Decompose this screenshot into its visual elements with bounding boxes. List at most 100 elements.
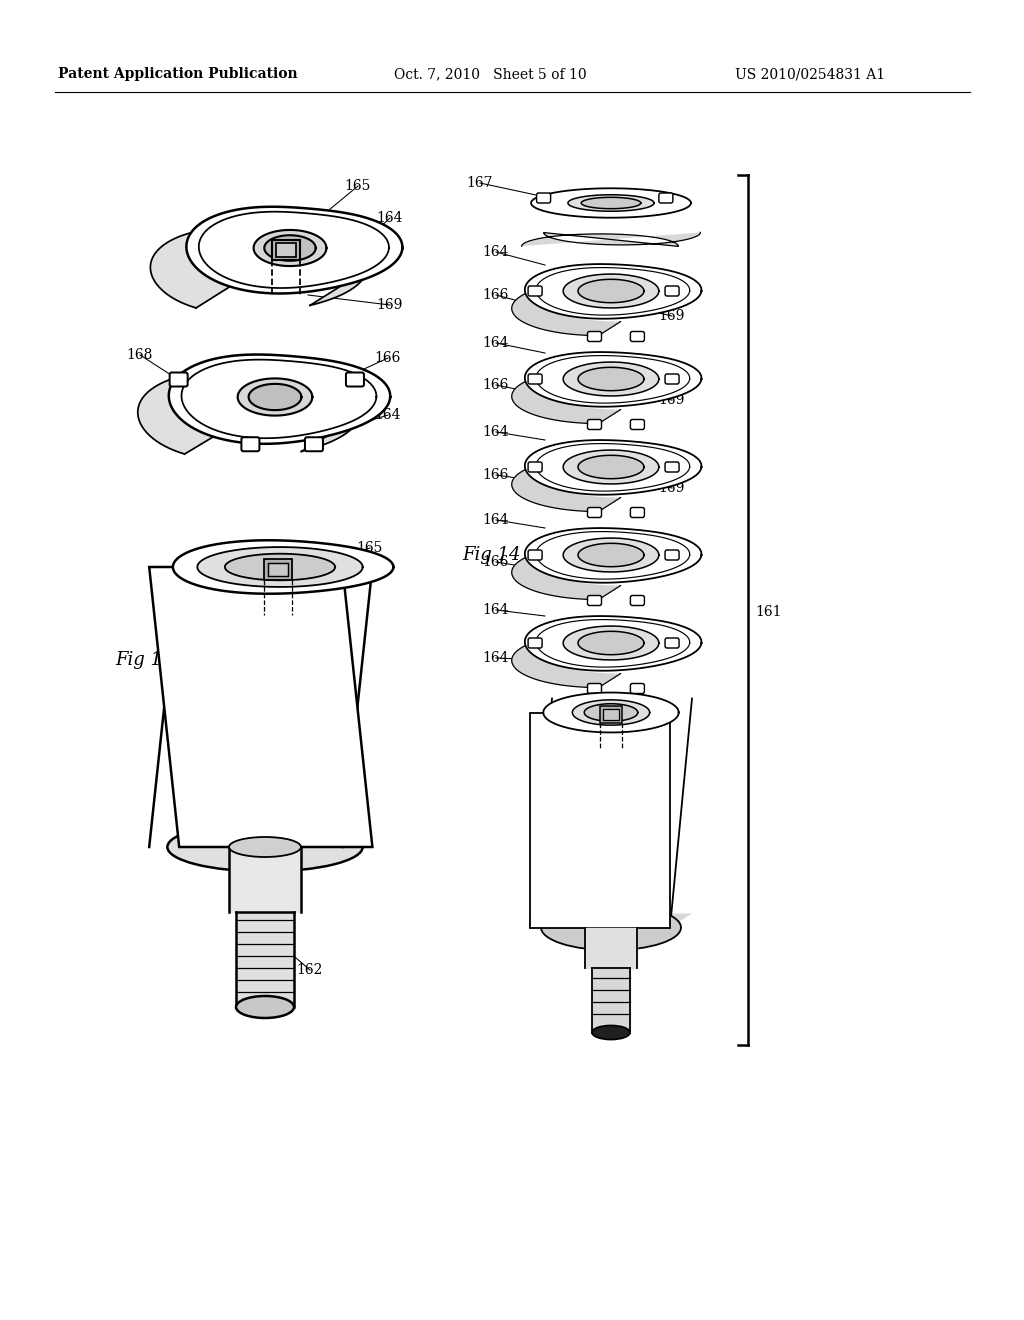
Polygon shape xyxy=(592,968,630,1032)
Polygon shape xyxy=(530,913,692,928)
Polygon shape xyxy=(563,275,658,308)
FancyBboxPatch shape xyxy=(631,420,644,429)
Ellipse shape xyxy=(167,822,362,871)
Polygon shape xyxy=(525,440,701,495)
Text: 169: 169 xyxy=(377,298,403,312)
Polygon shape xyxy=(173,540,393,594)
Text: 168: 168 xyxy=(625,763,651,777)
FancyBboxPatch shape xyxy=(346,372,364,387)
Polygon shape xyxy=(563,626,658,660)
Polygon shape xyxy=(254,230,327,267)
Text: Oct. 7, 2010   Sheet 5 of 10: Oct. 7, 2010 Sheet 5 of 10 xyxy=(393,67,587,81)
FancyBboxPatch shape xyxy=(537,193,551,203)
Polygon shape xyxy=(521,232,700,247)
Ellipse shape xyxy=(236,997,294,1018)
FancyBboxPatch shape xyxy=(528,550,542,560)
Polygon shape xyxy=(563,450,658,484)
Polygon shape xyxy=(568,195,654,211)
Bar xyxy=(600,706,622,723)
Polygon shape xyxy=(578,544,644,566)
Text: 167: 167 xyxy=(467,176,494,190)
Text: 164: 164 xyxy=(482,425,509,440)
FancyBboxPatch shape xyxy=(588,595,601,606)
Text: 166: 166 xyxy=(375,351,401,366)
Text: US 2010/0254831 A1: US 2010/0254831 A1 xyxy=(735,67,885,81)
Polygon shape xyxy=(512,619,621,688)
Polygon shape xyxy=(544,693,679,733)
Text: 162: 162 xyxy=(297,964,324,977)
FancyBboxPatch shape xyxy=(528,638,542,648)
Polygon shape xyxy=(563,362,658,396)
Polygon shape xyxy=(512,355,621,424)
Polygon shape xyxy=(512,444,621,512)
FancyBboxPatch shape xyxy=(588,420,601,429)
Polygon shape xyxy=(531,189,691,218)
Text: 166: 166 xyxy=(482,469,509,482)
Text: 166: 166 xyxy=(482,288,509,302)
FancyBboxPatch shape xyxy=(588,331,601,342)
FancyBboxPatch shape xyxy=(588,684,601,693)
Polygon shape xyxy=(585,704,638,721)
Polygon shape xyxy=(236,912,294,1007)
FancyBboxPatch shape xyxy=(665,374,679,384)
Polygon shape xyxy=(525,264,701,318)
Text: 164: 164 xyxy=(375,408,401,422)
FancyBboxPatch shape xyxy=(665,550,679,560)
Polygon shape xyxy=(238,379,312,416)
FancyBboxPatch shape xyxy=(528,462,542,473)
Polygon shape xyxy=(578,631,644,655)
Ellipse shape xyxy=(541,904,681,950)
Text: Fig 14: Fig 14 xyxy=(462,546,520,564)
Polygon shape xyxy=(585,928,637,968)
FancyBboxPatch shape xyxy=(665,462,679,473)
Bar xyxy=(272,240,300,260)
Bar xyxy=(276,243,296,256)
Polygon shape xyxy=(264,235,315,261)
Text: 169: 169 xyxy=(658,393,685,407)
FancyBboxPatch shape xyxy=(305,437,323,451)
Text: 165: 165 xyxy=(345,180,371,193)
Text: 164: 164 xyxy=(482,513,509,527)
Polygon shape xyxy=(525,616,701,671)
Polygon shape xyxy=(186,207,402,293)
Polygon shape xyxy=(578,280,644,302)
Polygon shape xyxy=(150,568,373,847)
Polygon shape xyxy=(249,384,301,411)
FancyBboxPatch shape xyxy=(665,638,679,648)
Text: 169: 169 xyxy=(658,480,685,495)
FancyBboxPatch shape xyxy=(242,437,259,451)
Polygon shape xyxy=(578,455,644,479)
Polygon shape xyxy=(582,197,641,209)
FancyBboxPatch shape xyxy=(170,372,187,387)
Text: Fig 15: Fig 15 xyxy=(115,651,173,669)
Text: 166: 166 xyxy=(482,378,509,392)
Text: 164: 164 xyxy=(377,211,403,224)
FancyBboxPatch shape xyxy=(631,684,644,693)
Polygon shape xyxy=(512,267,621,335)
FancyBboxPatch shape xyxy=(528,286,542,296)
FancyBboxPatch shape xyxy=(658,193,673,203)
Polygon shape xyxy=(525,528,701,582)
FancyBboxPatch shape xyxy=(631,595,644,606)
Text: 164: 164 xyxy=(482,246,509,259)
Polygon shape xyxy=(512,531,621,599)
Text: Patent Application Publication: Patent Application Publication xyxy=(58,67,298,81)
FancyBboxPatch shape xyxy=(631,507,644,517)
Polygon shape xyxy=(138,354,389,454)
Text: 166: 166 xyxy=(482,554,509,569)
Text: 164: 164 xyxy=(482,603,509,616)
FancyBboxPatch shape xyxy=(665,286,679,296)
Polygon shape xyxy=(572,700,649,725)
Text: 168: 168 xyxy=(127,348,154,362)
Polygon shape xyxy=(525,352,701,407)
FancyBboxPatch shape xyxy=(528,374,542,384)
Bar xyxy=(603,709,618,719)
Text: 161: 161 xyxy=(755,605,781,619)
Polygon shape xyxy=(169,355,390,444)
Polygon shape xyxy=(225,553,335,581)
FancyBboxPatch shape xyxy=(588,507,601,517)
Ellipse shape xyxy=(592,1026,630,1040)
Polygon shape xyxy=(563,539,658,572)
Polygon shape xyxy=(229,847,301,912)
Polygon shape xyxy=(151,206,401,308)
